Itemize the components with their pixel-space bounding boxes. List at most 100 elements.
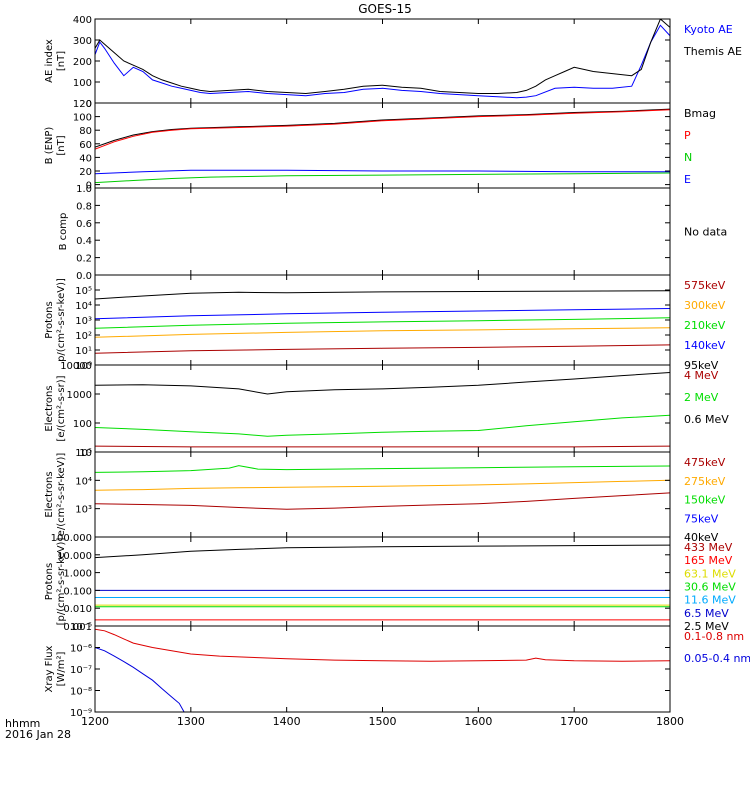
legend-bfield-3: E: [684, 173, 691, 186]
series-line-xray-1: [95, 647, 185, 712]
ytick-label-protons_high-4: 10.000: [57, 551, 92, 562]
ylabel-xray-0: Xray Flux: [44, 645, 55, 692]
series-line-protons_low-2: [95, 317, 670, 329]
legend-electrons_kev-2: 150keV: [684, 494, 726, 507]
ylabel-electrons_mev-0: Electrons: [44, 385, 55, 431]
ytick-label-bfield-6: 120: [73, 99, 92, 110]
ylabel-ae-0: AE index: [44, 39, 55, 83]
ytick-label-electrons_kev-2: 10⁵: [75, 448, 92, 459]
panel-electrons_mev: 10 100 1000 10000 Electrons [e/(cm²-s-sr)] 4 M…: [44, 361, 729, 459]
ytick-label-bcomp-1: 0.2: [76, 254, 92, 265]
panel-bfield: 0 20 40 60 80 100 120 B (ENP) [nT] Bmag PNE: [44, 99, 716, 192]
legend-protons_low-3: 140keV: [684, 339, 726, 352]
legend-protons_high-5: 6.5 MeV: [684, 607, 729, 620]
legend-electrons_mev-1: 2 MeV: [684, 391, 719, 404]
series-line-electrons_kev-1: [95, 479, 670, 491]
ytick-label-protons_high-3: 1.000: [63, 569, 92, 580]
ytick-label-protons_low-5: 10⁵: [75, 286, 92, 297]
legend-ae-0: Kyoto AE: [684, 23, 733, 36]
legend-protons_high-4: 11.6 MeV: [684, 594, 736, 607]
ylabel-bcomp-0: B comp: [58, 213, 69, 251]
legend-electrons_kev-1: 275keV: [684, 475, 726, 488]
ylabel-protons_high-0: Protons: [44, 563, 55, 600]
ytick-label-bcomp-3: 0.6: [76, 219, 92, 230]
ylabel-protons_low-1: p/(cm²-s-sr-keV)]: [56, 278, 67, 362]
ytick-label-bfield-0: 0: [86, 181, 92, 192]
ytick-label-protons_low-1: 10¹: [75, 346, 92, 357]
ylabel-xray-1: [W/m²]: [56, 651, 67, 686]
ytick-label-protons_low-3: 10³: [75, 316, 92, 327]
ytick-label-electrons_mev-0: 10: [79, 448, 92, 459]
panel-protons_low: 10⁰ 10¹ 10² 10³ 10⁴ 10⁵ Protons p/(cm²-s-sr-keV…: [44, 274, 726, 372]
panel-frame-bcomp: [94, 187, 671, 276]
ytick-label-bcomp-4: 0.8: [76, 201, 92, 212]
ytick-label-electrons_kev-0: 10³: [75, 505, 92, 516]
ytick-label-ae-3: 300: [73, 36, 92, 47]
series-line-electrons_mev-1: [95, 414, 670, 437]
legend-electrons_kev-0: 475keV: [684, 456, 726, 469]
ytick-label-protons_low-4: 10⁴: [75, 301, 92, 312]
ytick-label-bfield-4: 80: [79, 126, 92, 137]
panel-protons_high: 0.001 0.010 0.100 1.000 10.000 100.000 Protons…: [44, 533, 736, 633]
series-group-protons_low: [95, 290, 670, 354]
series-line-electrons_kev-0: [95, 492, 670, 510]
xtick-label-5: 1700: [560, 715, 588, 728]
xtick-label-1: 1300: [177, 715, 205, 728]
legend-bfield-1: P: [684, 129, 691, 142]
legend-protons_low-0: 575keV: [684, 279, 726, 292]
panel-xray: 10⁻⁹ 10⁻⁸ 10⁻⁷ 10⁻⁶ 10⁻⁵ Xray Flux [W/m²] 0.1-0…: [44, 622, 750, 719]
ytick-label-protons_high-1: 0.010: [63, 604, 92, 615]
series-group-electrons_kev: [95, 465, 670, 510]
ytick-label-protons_high-5: 100.000: [51, 533, 92, 544]
series-line-protons_low-3: [95, 308, 670, 320]
ytick-label-xray-4: 10⁻⁵: [70, 622, 92, 633]
ytick-label-electrons_mev-2: 1000: [67, 390, 92, 401]
panel-frame-xray: [94, 625, 671, 713]
legend-protons_high-6: 2.5 MeV: [684, 620, 729, 633]
panel-electrons_kev: 10³ 10⁴ 10⁵ Electrons e/(cm²-s-sr-keV)] 475ke…: [44, 448, 726, 544]
footer-hhmm: hhmm: [5, 717, 40, 730]
legend-protons_low-1: 300keV: [684, 299, 726, 312]
ytick-label-xray-2: 10⁻⁷: [70, 665, 92, 676]
panel-bcomp: 0.0 0.2 0.4 0.6 0.8 1.0 B comp No data: [58, 184, 727, 282]
xtick-label-4: 1600: [464, 715, 492, 728]
series-line-protons_high-6: [95, 544, 670, 559]
series-group-ae: [95, 19, 670, 99]
ytick-label-bcomp-2: 0.4: [76, 236, 92, 247]
ytick-label-electrons_kev-1: 10⁴: [75, 476, 92, 487]
xtick-label-3: 1500: [369, 715, 397, 728]
ytick-label-ae-0: 0: [86, 99, 92, 110]
legend-protons_low-2: 210keV: [684, 319, 726, 332]
series-line-bfield-3: [95, 169, 670, 175]
ylabel-electrons_mev-1: [e/(cm²-s-sr)]: [56, 375, 67, 441]
ylabel-ae-1: [nT]: [56, 51, 67, 71]
legend-protons_high-0: 433 MeV: [684, 541, 733, 554]
ytick-label-electrons_mev-1: 100: [73, 419, 92, 430]
series-line-protons_low-1: [95, 327, 670, 338]
series-line-protons_low-0: [95, 344, 670, 354]
legend-electrons_kev-4: 40keV: [684, 531, 719, 544]
series-group-protons_high: [95, 544, 670, 621]
ytick-label-xray-0: 10⁻⁹: [70, 708, 92, 719]
ytick-label-protons_high-2: 0.100: [63, 586, 92, 597]
x-axis-labels: 1200 1300 1400 1500 1600 1700 1800: [81, 715, 684, 728]
ytick-label-xray-1: 10⁻⁸: [70, 687, 92, 698]
series-line-xray-0: [95, 628, 670, 662]
ytick-label-bcomp-5: 1.0: [76, 184, 92, 195]
ylabel-protons_low-0: Protons: [44, 301, 55, 338]
legend-protons_high-1: 165 MeV: [684, 554, 733, 567]
series-line-electrons_mev-0: [95, 445, 670, 448]
ylabel-electrons_kev-1: e/(cm²-s-sr-keV)]: [56, 453, 67, 537]
series-line-bfield-1: [95, 109, 670, 150]
ytick-label-xray-3: 10⁻⁶: [70, 644, 92, 655]
series-line-electrons_kev-2: [95, 465, 670, 473]
legend-protons_high-3: 30.6 MeV: [684, 581, 736, 594]
annotation-bcomp: No data: [684, 226, 727, 239]
legend-xray-0: 0.1-0.8 nm: [684, 630, 744, 643]
ytick-label-ae-4: 400: [73, 15, 92, 26]
ytick-label-bfield-5: 100: [73, 113, 92, 124]
xtick-label-2: 1400: [273, 715, 301, 728]
ylabel-protons_high-1: [p/(cm²-s-sr-keV)]: [56, 538, 67, 626]
ytick-label-electrons_mev-3: 10000: [60, 361, 92, 372]
